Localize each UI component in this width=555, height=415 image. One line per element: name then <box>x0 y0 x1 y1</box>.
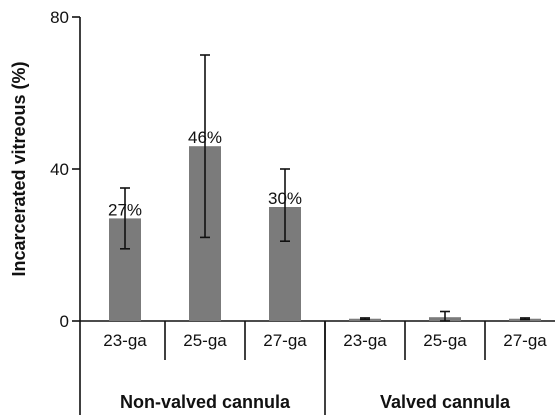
x-tick-label: 27-ga <box>503 331 547 350</box>
group-label: Non-valved cannula <box>120 392 291 412</box>
x-tick-label: 25-ga <box>423 331 467 350</box>
x-tick-label: 23-ga <box>343 331 387 350</box>
data-label: 30% <box>268 189 302 208</box>
data-label: 46% <box>188 128 222 147</box>
data-label: 27% <box>108 200 142 219</box>
x-tick-label: 25-ga <box>183 331 227 350</box>
x-tick-label: 23-ga <box>103 331 147 350</box>
group-label: Valved cannula <box>380 392 511 412</box>
y-axis-title: Incarcerated vitreous (%) <box>9 61 29 276</box>
y-tick-label: 0 <box>60 312 69 331</box>
y-tick-label: 80 <box>50 8 69 27</box>
y-tick-label: 40 <box>50 160 69 179</box>
x-tick-label: 27-ga <box>263 331 307 350</box>
